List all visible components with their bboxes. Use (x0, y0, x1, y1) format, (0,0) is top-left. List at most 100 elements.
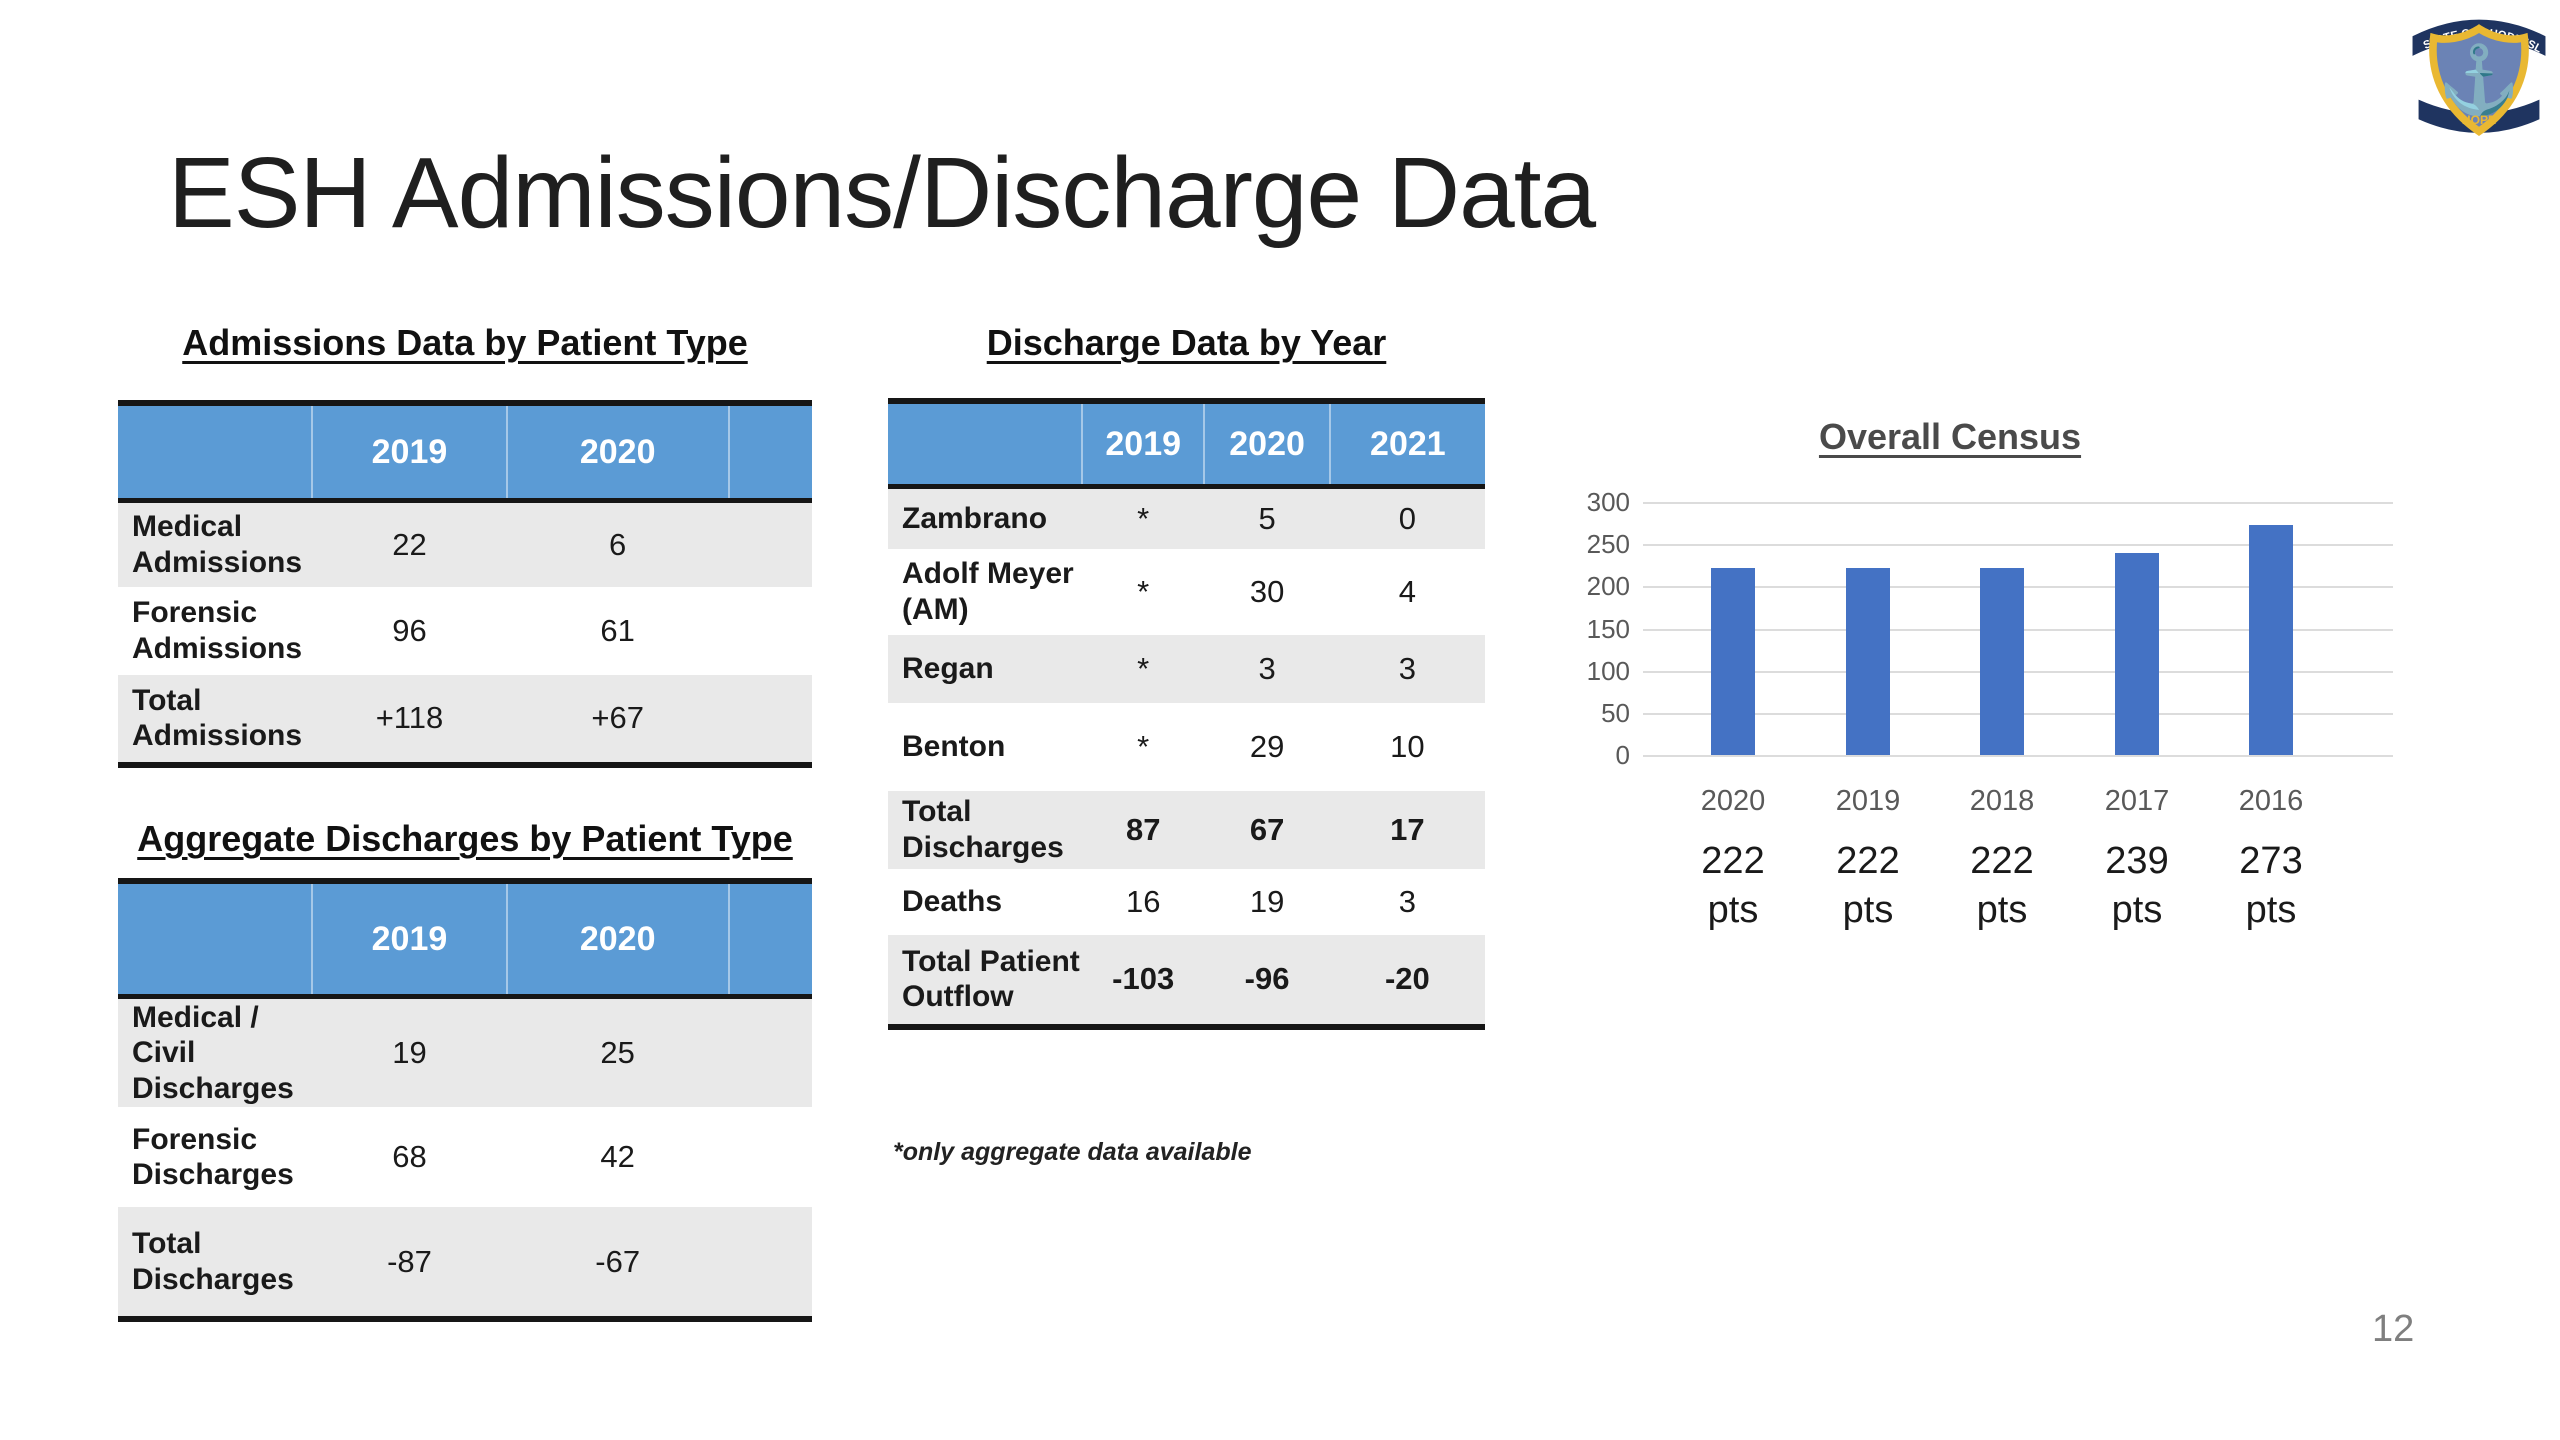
table-row: Forensic Discharges 68 42 (118, 1107, 812, 1208)
header-cell-blank (118, 403, 313, 501)
slide-title: ESH Admissions/Discharge Data (168, 137, 1596, 249)
cell-value: 42 (506, 1107, 729, 1208)
table-row: Total Discharges -87 -67 (118, 1207, 812, 1320)
cell-value: +118 (312, 674, 507, 765)
seal-anchor-icon: ⚓ (2438, 42, 2521, 118)
cell-value: 3 (1204, 634, 1330, 703)
overall-census-chart: Overall Census 300 250 200 150 100 50 0 … (1560, 400, 2400, 980)
table-header-row: 2019 2020 (118, 403, 812, 501)
header-cell-2019: 2019 (311, 403, 507, 501)
census-bar-2019 (1846, 568, 1890, 755)
cell-value: 25 (506, 996, 729, 1108)
header-cell-2020: 2020 (505, 403, 729, 501)
cell-value: 5 (1204, 486, 1330, 549)
row-label: Forensic Admissions (118, 586, 313, 675)
table-header-row: 2019 2020 2021 (888, 401, 1485, 487)
row-label: Zambrano (888, 486, 1083, 549)
data-point-label: 273 pts (2206, 837, 2336, 934)
x-axis-label: 2020 (1700, 785, 1766, 817)
data-point-label: 222 pts (1937, 837, 2067, 934)
y-axis-tick: 150 (1586, 614, 1630, 644)
point-value: 273 (2239, 840, 2303, 882)
row-label: Forensic Discharges (118, 1107, 313, 1208)
table-row: Medical / Civil Discharges 19 25 (118, 996, 812, 1108)
cell-value: 19 (1204, 868, 1330, 935)
header-cell-2019: 2019 (311, 881, 507, 997)
y-axis-tick: 200 (1586, 571, 1630, 601)
cell-value: 17 (1329, 790, 1485, 869)
cell-value: -96 (1204, 934, 1330, 1027)
cell-value: * (1082, 634, 1205, 703)
cell-value: 67 (1204, 790, 1330, 869)
admissions-table: 2019 2020 Medical Admissions 22 6 Forens… (118, 400, 812, 768)
cell-value: 30 (1204, 548, 1330, 635)
cell-value: 0 (1329, 486, 1485, 549)
data-point-label: 222 pts (1803, 837, 1933, 934)
point-unit: pts (1707, 888, 1759, 931)
cell-value: 96 (312, 586, 507, 675)
cell-value: * (1082, 548, 1205, 635)
bar-column (1803, 502, 1933, 755)
cell-value: -87 (312, 1207, 507, 1320)
row-label: Total Admissions (118, 674, 313, 765)
gridline (1643, 755, 2393, 757)
census-bar-2020 (1711, 568, 1755, 755)
census-bar-2018 (1980, 568, 2024, 755)
cell-value: 87 (1082, 790, 1205, 869)
gridline (1643, 544, 2393, 546)
header-cell-2019: 2019 (1081, 401, 1205, 487)
cell-value: * (1082, 702, 1205, 791)
point-unit: pts (2111, 888, 2163, 931)
rhode-island-seal-logo: STATE OF RHODE ISLAND ⚓ HOPE (2403, 6, 2546, 136)
y-axis-tick: 50 (1601, 698, 1630, 728)
table-row: Total Admissions +118 +67 (118, 674, 812, 765)
table-row-total-patient-outflow: Total Patient Outflow -103 -96 -20 (888, 934, 1485, 1027)
table-row: Benton * 29 10 (888, 702, 1485, 791)
gridline (1643, 502, 2393, 504)
header-cell-2020: 2020 (505, 881, 729, 997)
bar-column (2072, 502, 2202, 755)
bar-column (2206, 502, 2336, 755)
cell-value: 68 (312, 1107, 507, 1208)
table-row: Adolf Meyer (AM) * 30 4 (888, 548, 1485, 635)
cell-value: 10 (1329, 702, 1485, 791)
table-row: Regan * 3 3 (888, 634, 1485, 703)
y-axis-tick: 250 (1586, 529, 1630, 559)
point-unit: pts (2245, 888, 2297, 931)
row-label: Regan (888, 634, 1083, 703)
row-label: Total Discharges (118, 1207, 313, 1320)
cell-value: * (1082, 486, 1205, 549)
point-value: 222 (1701, 840, 1765, 882)
aggregate-discharges-table-title: Aggregate Discharges by Patient Type (137, 818, 793, 859)
row-label: Adolf Meyer (AM) (888, 548, 1083, 635)
cell-value: 4 (1329, 548, 1485, 635)
row-label: Deaths (888, 868, 1083, 935)
data-point-label: 222 pts (1668, 837, 1798, 934)
cell-value: 61 (506, 586, 729, 675)
row-label: Medical Admissions (118, 500, 313, 587)
cell-value: 19 (312, 996, 507, 1108)
point-value: 222 (1836, 840, 1900, 882)
census-bar-2016 (2249, 525, 2293, 755)
header-cell-blank (888, 401, 1083, 487)
bar-column (1937, 502, 2067, 755)
bar-column (1668, 502, 1798, 755)
table-row: Medical Admissions 22 6 (118, 500, 812, 587)
discharge-by-year-table: 2019 2020 2021 Zambrano * 5 0 Adolf Meye… (888, 398, 1485, 1030)
chart-title: Overall Census (1818, 416, 2082, 457)
point-unit: pts (1976, 888, 2028, 931)
point-value: 239 (2105, 840, 2169, 882)
table-header-row: 2019 2020 (118, 881, 812, 997)
point-unit: pts (1842, 888, 1894, 931)
aggregate-discharges-table: 2019 2020 Medical / Civil Discharges 19 … (118, 878, 812, 1323)
y-axis-tick: 100 (1586, 656, 1630, 686)
row-label: Total Discharges (888, 790, 1083, 869)
table-row-total-discharges: Total Discharges 87 67 17 (888, 790, 1485, 869)
point-value: 222 (1970, 840, 2034, 882)
data-point-label: 239 pts (2072, 837, 2202, 934)
x-axis-label: 2017 (2104, 785, 2170, 817)
row-label: Benton (888, 702, 1083, 791)
table-row: Forensic Admissions 96 61 (118, 586, 812, 675)
y-axis-tick: 300 (1586, 487, 1630, 517)
cell-value: +67 (506, 674, 729, 765)
